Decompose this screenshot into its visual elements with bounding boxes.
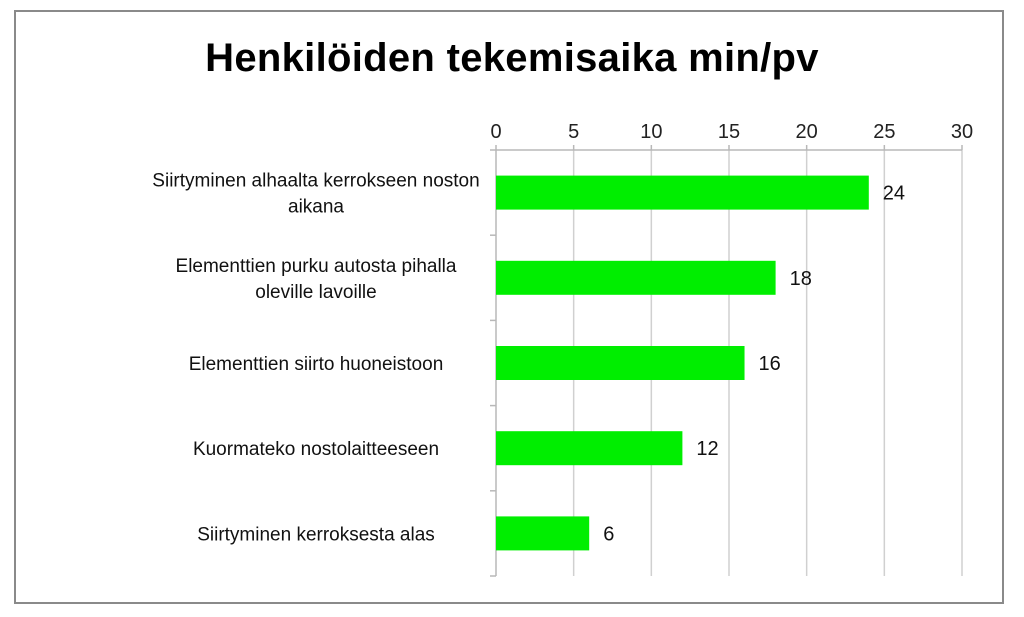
x-tick-label-3: 15 <box>718 121 740 143</box>
bar-1 <box>496 260 776 295</box>
bar-4 <box>496 516 590 551</box>
x-tick-label-6: 30 <box>951 121 973 143</box>
bar-2 <box>496 346 745 380</box>
x-tick-label-0: 0 <box>490 121 501 143</box>
bar-0 <box>496 175 869 210</box>
x-tick-label-1: 5 <box>568 121 579 143</box>
data-label-0: 24 <box>883 183 905 205</box>
category-label-3: Kuormateko nostolaitteeseen <box>193 439 439 460</box>
data-label-1: 18 <box>790 268 812 290</box>
x-tick-label-5: 25 <box>873 121 895 143</box>
category-label-0: Siirtyminen alhaalta kerrokseen noston ai… <box>152 171 479 218</box>
category-label-2: Elementtien siirto huoneistoon <box>189 354 444 375</box>
x-tick-label-2: 10 <box>640 121 662 143</box>
data-label-3: 12 <box>696 438 718 460</box>
bar-3 <box>496 431 683 466</box>
chart-frame <box>14 10 1004 604</box>
chart-title: Henkilöiden tekemisaika min/pv <box>205 36 819 80</box>
x-tick-label-4: 20 <box>796 121 818 143</box>
data-label-4: 6 <box>603 523 614 545</box>
category-label-4: Siirtyminen kerroksesta alas <box>197 524 435 545</box>
category-label-1: Elementtien purku autosta pihalla olevill… <box>176 256 457 303</box>
data-label-2: 16 <box>759 353 781 375</box>
